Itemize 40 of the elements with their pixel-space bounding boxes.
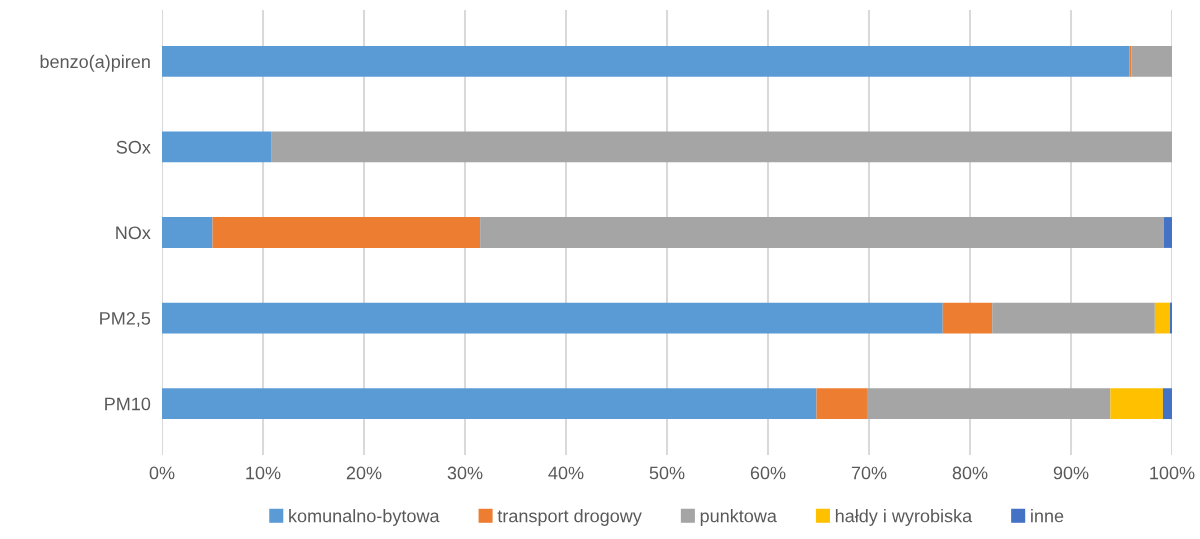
bar [866,388,1111,420]
bar [162,217,213,248]
bar [1154,302,1170,334]
legend-label: punktowa [700,509,777,526]
bar [1129,45,1132,77]
bar [271,131,1172,163]
x-tick-label: 20% [346,466,382,480]
y-tick-label: SOx [116,140,151,154]
bar [162,131,272,163]
bar [992,302,1155,334]
x-tick-label: 40% [548,466,584,480]
legend-label: transport drogowy [497,509,642,526]
x-tick-label: 90% [1053,466,1089,480]
x-tick-label: 30% [447,466,483,480]
bar [816,388,867,420]
bar [480,217,1164,248]
legend-label: komunalno-bytowa [289,509,440,526]
bar [162,388,817,420]
legend-label: inne [1031,509,1064,523]
x-tick-label: 50% [649,466,685,480]
x-tick-label: 0% [149,466,175,480]
bar [212,217,481,248]
y-tick-label: benzo(a)piren [40,54,150,72]
bar [1169,302,1172,334]
bar [1131,45,1172,77]
bar [942,302,993,334]
legend-label: hałdy i wyrobiska [835,509,973,526]
y-tick-label: NOx [116,226,151,240]
bar [162,45,1130,77]
y-tick-label: PM2,5 [100,312,151,327]
x-tick-label: 80% [952,466,988,480]
bar [1162,388,1172,420]
bar [1163,217,1172,248]
y-tick-label: PM10 [105,397,151,411]
x-tick-label: 100% [1150,466,1195,480]
x-tick-label: 60% [750,466,786,480]
bar [162,302,943,334]
x-tick-label: 10% [246,466,281,480]
x-tick-label: 70% [851,466,887,480]
bar [1110,388,1163,420]
